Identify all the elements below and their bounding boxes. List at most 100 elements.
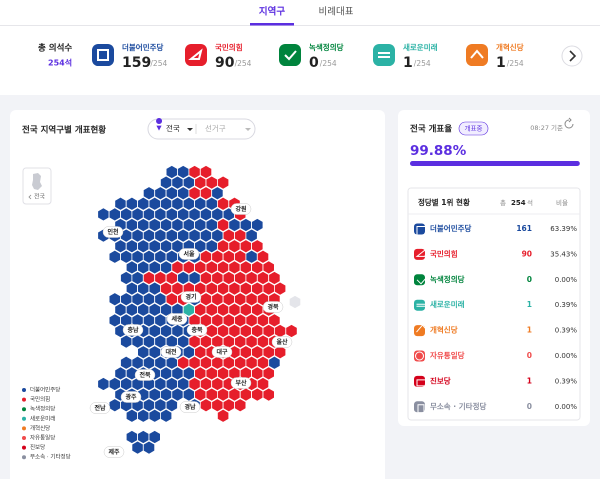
region-pill [89,402,111,414]
district-hex[interactable] [108,249,121,264]
legend-dot [22,397,26,402]
region-label: 경남 [184,403,196,411]
party-name: 국민의힘 [215,42,243,52]
district-hex[interactable] [108,398,121,413]
district-hex[interactable] [288,294,302,310]
district-hex[interactable] [256,249,270,264]
district-hex[interactable] [148,429,161,445]
district-hex[interactable] [285,323,298,339]
party-symbol [378,52,390,58]
district-hex[interactable] [131,440,144,455]
legend-dot [22,388,26,392]
status-badge-label: 개표중 [465,124,483,133]
district-hex[interactable] [262,387,275,402]
tab[interactable]: 지역구 [259,6,285,18]
party-symbol [416,379,428,387]
region-label: 충북 [191,326,203,334]
region-label: 전남 [94,404,106,412]
district-hex[interactable] [262,260,275,275]
district-hex[interactable] [234,398,247,413]
district-hex[interactable] [199,164,213,180]
region-label: 대구 [216,348,228,356]
row-seats: 90 [522,249,532,258]
legend-label: 개혁신당 [30,424,50,432]
region-label: 경기 [185,293,196,301]
district-hex[interactable] [165,398,178,413]
legend-label: 새로운미래 [30,414,55,422]
district-hex[interactable] [199,398,213,413]
party-symbol [284,50,297,61]
party-total: /254 [235,59,252,68]
region-pill [271,336,293,348]
district-hex[interactable] [268,355,281,370]
district-hex[interactable] [137,408,150,423]
district-hex[interactable] [97,376,110,392]
legend-label: 녹색정의당 [30,405,55,413]
next-icon [569,50,577,62]
legend-label: 자유통일당 [30,434,55,442]
selector-value[interactable]: 선거구 [205,124,226,133]
district-hex[interactable] [211,186,224,201]
region-label: 세종 [171,315,183,323]
tab[interactable]: 비례대표 [319,7,354,18]
party-icon [279,44,301,66]
row-party: 더불어민주당 [430,223,471,233]
region-pill [134,369,156,381]
district-hex[interactable] [217,175,230,190]
region-label: 강원 [235,205,246,213]
summary-total: 254석 [48,58,72,68]
party-total: /254 [320,59,337,68]
legend-dot [22,416,26,421]
party-symbol [97,49,109,61]
district-hex[interactable] [268,270,281,286]
district-hex[interactable] [251,217,264,233]
district-hex[interactable] [274,345,287,360]
party-icon [414,299,425,311]
district-hex[interactable] [268,313,281,328]
hex-map [97,164,302,455]
district-hex[interactable] [97,207,110,222]
region-label: 광주 [125,393,137,401]
district-hex[interactable] [262,366,275,381]
district-hex[interactable] [148,408,161,423]
next-button[interactable] [561,45,583,67]
row-ratio: 0.39% [555,327,578,335]
region-selector[interactable] [147,118,256,140]
dropdown-icon [187,128,193,131]
region-pill [230,377,252,389]
party-seats: 0 [309,55,319,71]
party-name: 새로운미래 [403,42,438,52]
district-hex[interactable] [142,440,156,455]
district-hex[interactable] [274,281,287,296]
region-pill [102,226,124,238]
row-party: 국민의힘 [430,248,458,258]
selector-value[interactable]: 전국 [166,123,180,133]
district-hex[interactable] [120,334,133,349]
district-hex[interactable] [256,376,270,392]
party-symbol [470,49,484,59]
district-hex[interactable] [245,228,258,243]
party-total: /254 [150,59,167,68]
progress-rate: 99.88% [410,143,467,159]
legend-label: 국민의힘 [30,395,50,403]
legend-dot [22,426,26,431]
district-hex[interactable] [125,408,138,423]
region-pill [186,324,208,336]
refresh-icon[interactable] [564,117,574,129]
table-box [407,187,581,421]
party-symbol [415,351,425,361]
party-symbol [417,404,425,414]
region-label: 전북 [139,371,151,379]
row-seats: 0 [527,351,532,360]
region-pill [180,291,202,303]
party-name: 개혁신당 [496,42,524,52]
district-hex[interactable] [251,239,264,254]
legend-label: 더불어민주당 [30,386,60,394]
district-hex[interactable] [160,408,173,423]
district-hex[interactable] [217,408,230,423]
back-chevron [28,194,32,200]
party-icon [414,274,425,286]
progress-title: 전국 개표율 [410,124,452,135]
district-hex[interactable] [251,387,264,402]
